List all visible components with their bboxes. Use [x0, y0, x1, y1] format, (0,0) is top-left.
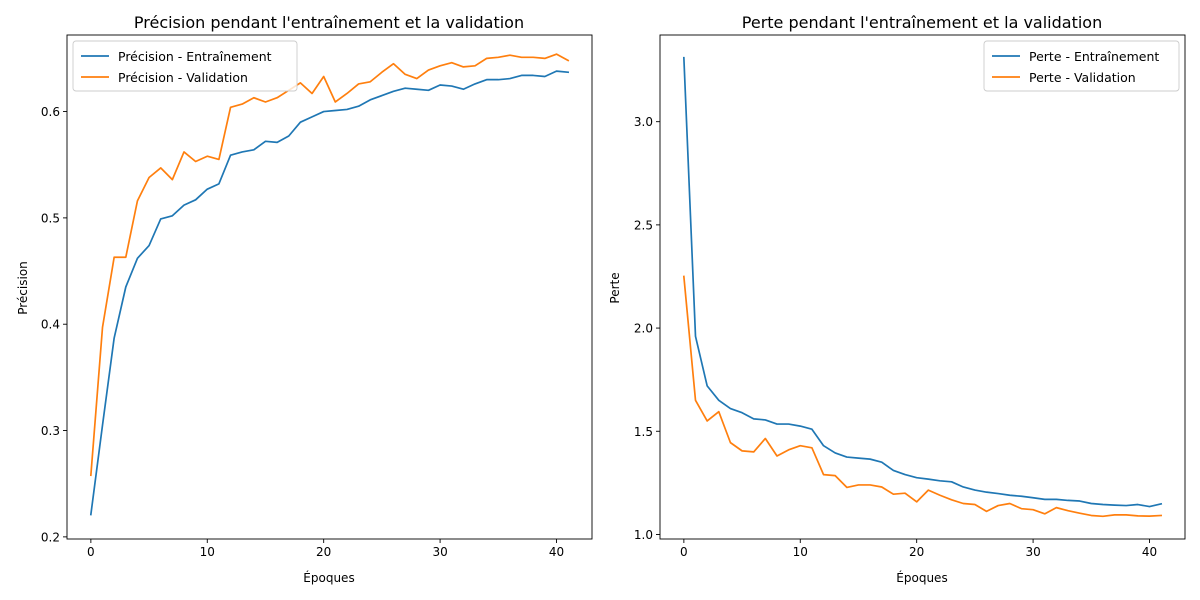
- series-line-1: [89, 70, 570, 516]
- y-tick-label: 0.6: [41, 105, 60, 119]
- legend-label: Perte - Validation: [1029, 70, 1136, 85]
- x-tick-label: 40: [1142, 545, 1157, 559]
- legend-label: Perte - Entraînement: [1029, 49, 1159, 64]
- x-tick-label: 30: [432, 545, 447, 559]
- series-lines: [89, 53, 570, 516]
- chart-title: Perte pendant l'entraînement et la valid…: [742, 13, 1102, 32]
- y-tick-label: 0.2: [41, 530, 60, 544]
- x-tick-label: 20: [909, 545, 924, 559]
- accuracy-chart: Précision pendant l'entraînement et la v…: [16, 13, 593, 585]
- x-tick-label: 30: [1025, 545, 1040, 559]
- y-tick-label: 2.5: [634, 218, 653, 232]
- y-axis-label: Perte: [608, 272, 622, 303]
- x-tick-label: 20: [316, 545, 331, 559]
- y-tick-label: 3.0: [634, 115, 653, 129]
- y-axis-label: Précision: [16, 261, 30, 315]
- y-tick-label: 2.0: [634, 322, 653, 336]
- x-tick-label: 0: [680, 545, 688, 559]
- x-tick-label: 0: [87, 545, 95, 559]
- legend: Perte - Entraînement Perte - Validation: [983, 40, 1180, 92]
- legend-box: [983, 40, 1180, 92]
- y-tick-label: 1.0: [634, 528, 653, 542]
- x-tick-label: 40: [549, 545, 564, 559]
- series-line-2: [682, 275, 1163, 518]
- x-axis-label: Époques: [303, 570, 354, 585]
- x-tick-label: 10: [793, 545, 808, 559]
- x-tick-label: 10: [200, 545, 215, 559]
- x-axis-label: Époques: [896, 570, 947, 585]
- y-tick-label: 0.4: [41, 318, 60, 332]
- ticks: 0 10 20 30 40 0.2 0.3 0.4 0.5 0.6: [41, 105, 564, 559]
- series-line-2: [89, 53, 570, 477]
- series-lines: [682, 56, 1163, 518]
- chart-title: Précision pendant l'entraînement et la v…: [134, 13, 524, 32]
- ticks: 0 10 20 30 40 1.0 1.5 2.0 2.5 3.0: [634, 115, 1157, 559]
- y-tick-label: 0.5: [41, 211, 60, 225]
- plot-frame: [66, 34, 593, 540]
- y-tick-label: 1.5: [634, 425, 653, 439]
- legend: Précision - Entraînement Précision - Val…: [72, 40, 298, 92]
- y-tick-label: 0.3: [41, 424, 60, 438]
- legend-label: Précision - Entraînement: [118, 49, 272, 64]
- series-line-1: [682, 56, 1163, 508]
- legend-box: [72, 40, 298, 92]
- loss-chart: Perte pendant l'entraînement et la valid…: [608, 13, 1186, 585]
- legend-label: Précision - Validation: [118, 70, 248, 85]
- plot-frame: [659, 34, 1186, 540]
